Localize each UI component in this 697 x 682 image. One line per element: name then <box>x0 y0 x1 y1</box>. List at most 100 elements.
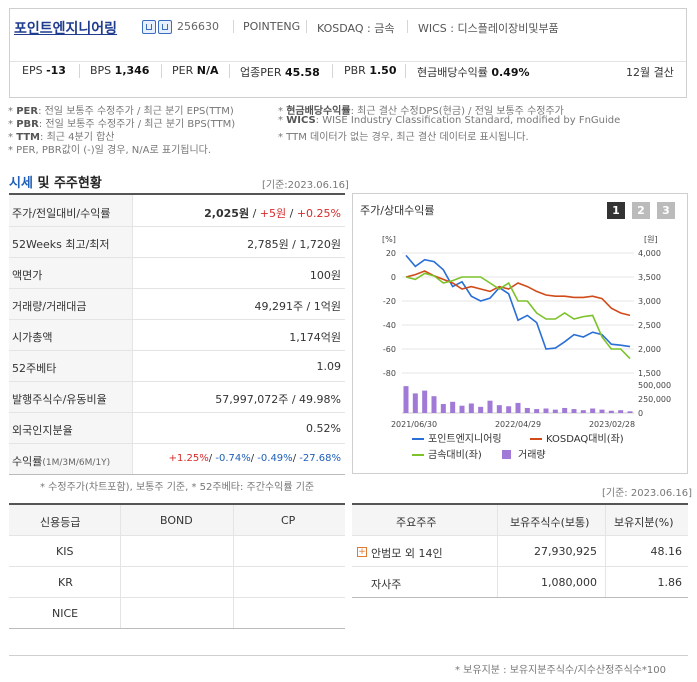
legend-swatch <box>502 450 511 459</box>
row-value-beta: 1.09 <box>316 360 342 373</box>
credit-table-header <box>9 505 345 535</box>
y-right-tick-label: 1,500 <box>638 369 661 378</box>
wics-sector: WICS : 디스플레이장비및부품 <box>418 22 559 35</box>
row-label-52w: 52Weeks 최고/최저 <box>12 238 110 251</box>
x-tick-label: 2021/06/30 <box>391 420 437 429</box>
chart-page-3-button[interactable]: 3 <box>657 202 675 219</box>
shareholder-name: 자사주 <box>371 578 402 591</box>
chart-page-1-button[interactable]: 1 <box>607 202 625 219</box>
shareholder-table-top-border <box>352 503 688 505</box>
expand-plus-icon[interactable]: + <box>357 547 367 557</box>
legend-label: 거래량 <box>518 449 546 461</box>
y-right-tick-label: 4,000 <box>638 249 661 258</box>
shareholder-footnote: * 보유지분 : 보유지분주식수/지수산정주식수*100 <box>455 665 666 676</box>
volume-tick-label: 250,000 <box>638 395 671 404</box>
y-left-tick-label: 20 <box>386 249 396 258</box>
row-value-52w: 2,785원 / 1,720원 <box>247 238 341 251</box>
volume-tick-label: 0 <box>638 409 643 418</box>
volume-bar <box>459 405 465 413</box>
volume-bar <box>580 410 586 413</box>
series-line-1 <box>405 254 631 350</box>
y-right-tick-label: 3,500 <box>638 273 661 282</box>
volume-bar <box>422 390 428 413</box>
y-left-tick-label: 0 <box>391 273 396 282</box>
credit-header-grade: 신용등급 <box>40 516 81 529</box>
shareholder-pct: 48.16 <box>650 545 683 558</box>
shareholder-pct: 1.86 <box>657 576 683 589</box>
right-unit-label: [원] <box>644 235 658 244</box>
shareholder-name: 안범모 외 14인 <box>371 547 443 560</box>
home-icon[interactable] <box>142 20 156 34</box>
chart-page-2-button[interactable]: 2 <box>632 202 650 219</box>
row-value-shares: 57,997,072주 / 49.98% <box>215 393 341 406</box>
stock-code: 256630 <box>177 20 219 33</box>
table-top-border <box>9 193 345 195</box>
volume-bar <box>440 404 446 413</box>
note-dividend: * 현금배당수익률: 최근 결산 수정DPS(현금) / 전일 보통주 수정주가 <box>278 106 564 117</box>
row-value-volume: 49,291주 / 1억원 <box>254 300 341 313</box>
label-column <box>9 195 133 474</box>
volume-bar <box>562 407 568 413</box>
price-chart: [%] [원] 20 0 -20 -40 -60 -80 4,000 3,500 3,000 2,… <box>382 235 671 461</box>
volume-bar <box>412 393 418 413</box>
metric-divider <box>405 64 406 78</box>
series-line-3 <box>405 272 631 360</box>
legend-label: 금속대비(좌) <box>428 449 482 461</box>
volume-bar <box>496 405 502 413</box>
shareholder-header-name: 주요주주 <box>396 516 437 529</box>
volume-bar <box>534 409 540 413</box>
volume-bar <box>590 408 596 413</box>
volume-tick-label: 500,000 <box>638 381 671 390</box>
y-left-tick-label: -40 <box>383 321 396 330</box>
volume-bar <box>627 411 633 413</box>
meta-divider <box>233 20 234 33</box>
metric-divider <box>79 64 80 78</box>
volume-bar <box>618 410 624 413</box>
fiscal-month: 12월 결산 <box>626 66 674 79</box>
credit-header-bond: BOND <box>160 514 193 527</box>
volume-bar <box>599 409 605 413</box>
volume-bar <box>543 408 549 413</box>
metric-eps: EPS -13 <box>22 64 66 77</box>
section-title: 시세 및 주주현황 <box>9 176 102 191</box>
note-ttm-missing: * TTM 데이터가 없는 경우, 최근 결산 데이터로 표시됩니다. <box>278 132 529 143</box>
row-label-beta: 52주베타 <box>12 362 57 375</box>
credit-agency-kis: KIS <box>56 545 74 558</box>
row-label-par: 액면가 <box>12 269 43 282</box>
volume-bar <box>571 409 577 413</box>
metric-divider <box>332 64 333 78</box>
building-icon[interactable] <box>158 20 172 34</box>
row-label-shares: 발행주식수/유동비율 <box>12 393 107 406</box>
volume-bar <box>524 407 530 413</box>
market-sector: KOSDAQ : 금속 <box>317 22 395 35</box>
volume-bar <box>403 386 409 413</box>
y-left-tick-label: -60 <box>383 345 396 354</box>
y-left-tick-label: -80 <box>383 369 396 378</box>
company-name-link[interactable]: 포인트엔지니어링 <box>14 21 118 37</box>
row-value-returns: +1.25%/ -0.74%/ -0.49%/ -27.68% <box>168 453 341 464</box>
note-wics: * WICS: WISE Industry Classification Sta… <box>278 115 621 126</box>
legend-label: KOSDAQ대비(좌) <box>546 433 624 445</box>
y-right-tick-label: 2,500 <box>638 321 661 330</box>
company-header <box>9 8 687 98</box>
shareholder-basis-date: [기준: 2023.06.16] <box>602 488 693 499</box>
credit-header-cp: CP <box>281 514 296 527</box>
left-unit-label: [%] <box>382 235 396 244</box>
volume-bar <box>515 402 521 413</box>
metric-divider <box>229 64 230 78</box>
row-value-par: 100원 <box>309 269 341 282</box>
shareholder-shares: 1,080,000 <box>541 576 597 589</box>
y-right-tick-label: 3,000 <box>638 297 661 306</box>
row-label-returns: 수익률(1M/3M/6M/1Y) <box>12 455 111 468</box>
header-divider <box>10 61 686 62</box>
metric-per: PER N/A <box>172 64 219 77</box>
meta-divider <box>306 20 307 33</box>
price-change-value: 2,025원 / +5원 / +0.25% <box>204 207 341 220</box>
volume-bar <box>487 400 493 413</box>
basis-date: [기준:2023.06.16] <box>262 180 349 191</box>
shareholder-header-pct: 보유지분(%) <box>614 516 674 529</box>
metric-pbr: PBR 1.50 <box>344 64 397 77</box>
shareholder-header-shares: 보유주식수(보통) <box>510 516 590 529</box>
credit-agency-kr: KR <box>58 576 73 589</box>
footer-divider <box>9 655 688 656</box>
